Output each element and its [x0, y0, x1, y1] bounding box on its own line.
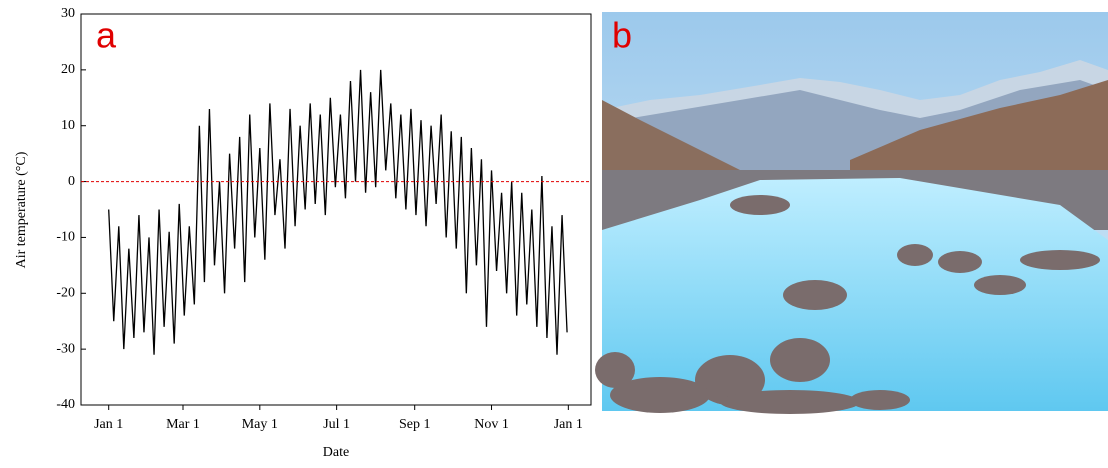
x-tick-label: Nov 1 — [474, 417, 509, 432]
y-tick-label: -30 — [56, 341, 75, 356]
y-tick-label: -20 — [56, 286, 75, 301]
y-tick-label: 20 — [61, 62, 75, 77]
x-tick-label: Jan 1 — [94, 417, 123, 432]
plot-frame — [80, 13, 592, 406]
x-tick-label: Jan 1 — [554, 417, 583, 432]
rocks — [595, 195, 1100, 414]
y-tick-label: 0 — [68, 174, 75, 189]
x-tick-label: Mar 1 — [166, 417, 200, 432]
y-tick-label: 10 — [61, 118, 75, 133]
panel-label: b — [612, 15, 632, 56]
temperature-line — [108, 69, 568, 355]
photo: b — [595, 12, 1108, 414]
x-tick-label: Jul 1 — [323, 417, 350, 432]
y-tick-label: -10 — [56, 230, 75, 245]
x-tick-label: Sep 1 — [399, 417, 431, 432]
chart: a Air temperature (°C) Date -40 -30 -20 -10… — [14, 6, 592, 460]
y-tick-label: 30 — [61, 6, 75, 21]
ice — [602, 178, 1108, 411]
panel-label: a — [96, 15, 117, 56]
right-slope — [850, 80, 1108, 190]
x-tick-label: May 1 — [242, 417, 278, 432]
y-axis-label: Air temperature (°C) — [14, 151, 29, 268]
x-axis-label: Date — [323, 445, 349, 460]
y-tick-label: -40 — [56, 397, 75, 412]
